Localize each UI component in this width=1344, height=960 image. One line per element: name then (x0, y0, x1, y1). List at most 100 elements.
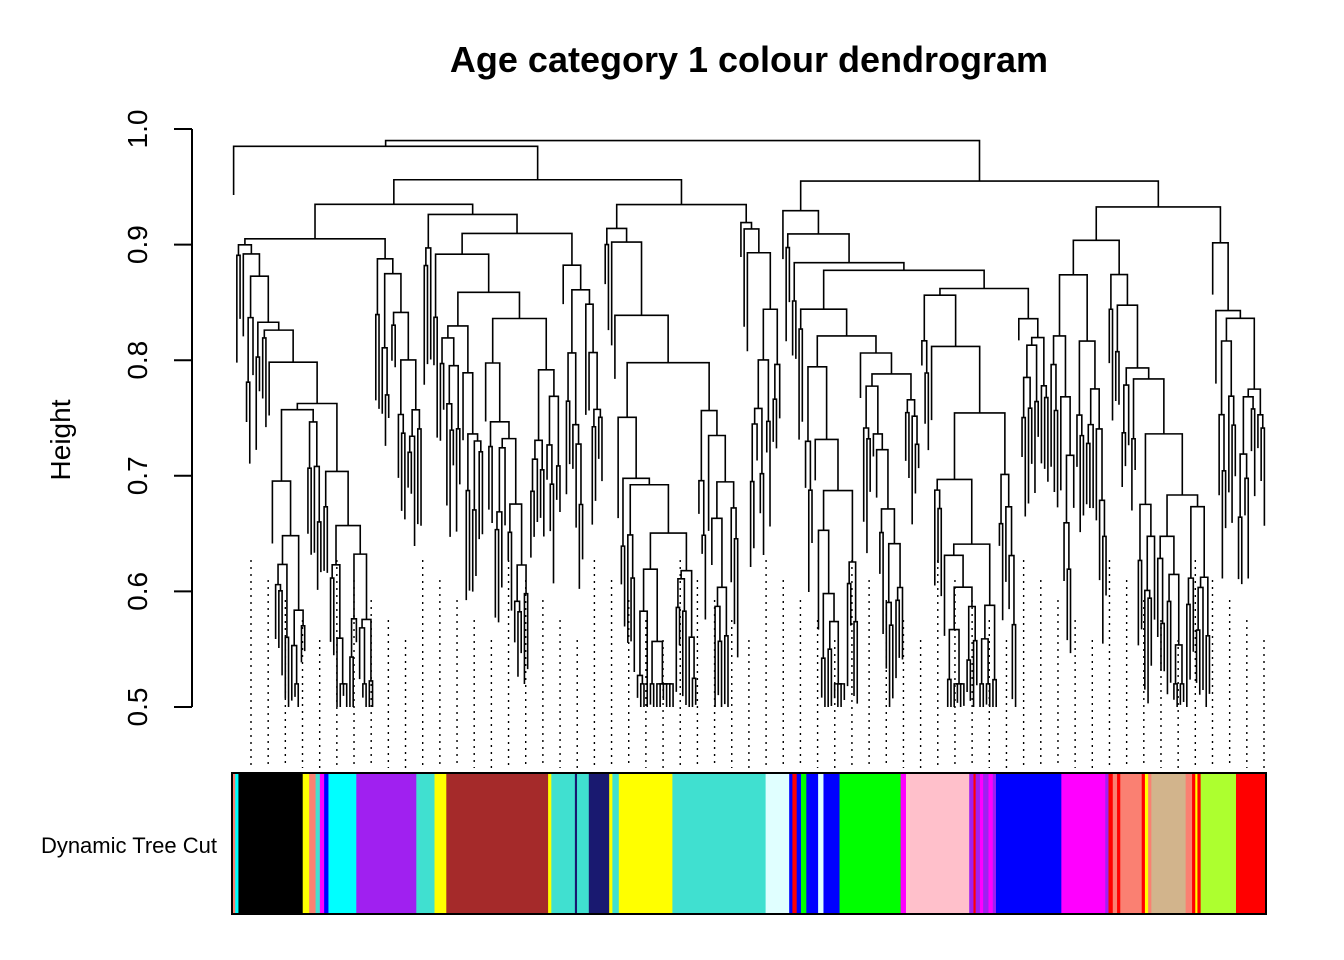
dendrogram-merge (866, 437, 871, 554)
dendrogram-merge (924, 372, 930, 451)
module-colour-segment (823, 773, 841, 914)
dendrogram-merge (1022, 376, 1031, 418)
dendrogram-merge (629, 483, 670, 535)
dendrogram-merge (1030, 336, 1045, 386)
dendrogram-merge (953, 412, 1006, 480)
dendrogram-merge (530, 490, 535, 558)
dendrogram-merge (765, 420, 771, 527)
dendrogram-merge (1187, 577, 1195, 652)
dendrogram-merge (308, 421, 318, 469)
dendrogram-merge (572, 423, 580, 469)
dendrogram-merge (307, 467, 312, 555)
dendrogram-merge (342, 683, 348, 707)
dendrogram-merge (839, 683, 846, 700)
dendrogram-merge (1063, 522, 1070, 581)
dendrogram-merge (716, 481, 735, 519)
dendrogram-merge (1114, 350, 1120, 405)
dendrogram-merge (749, 480, 755, 568)
dendrogram-merge (236, 254, 241, 363)
module-colour-segment (1117, 773, 1121, 914)
dendrogram-merge (639, 683, 645, 707)
dendrogram-merge (1034, 400, 1039, 494)
dendrogram-merge (1174, 644, 1183, 684)
dendrogram-merge (691, 677, 697, 707)
module-colour-segment (1108, 773, 1114, 914)
dendrogram-merge (593, 408, 602, 427)
dendrogram-merge (548, 395, 560, 466)
dendrogram-merge (353, 553, 368, 620)
dendrogram-merge (1173, 683, 1178, 707)
dendrogram-merge (717, 640, 723, 707)
dendrogram-merge (675, 606, 681, 692)
module-colour-segment (551, 773, 576, 914)
dendrogram-merge (539, 469, 545, 537)
dendrogram-merge (300, 625, 306, 663)
dendrogram-merge (639, 610, 649, 707)
module-colour-segment (979, 773, 984, 914)
dendrogram-merge (604, 243, 610, 331)
dendrogram-merge (473, 440, 482, 510)
dendrogram-merge (247, 316, 254, 383)
module-colour-segment (839, 773, 902, 914)
dendrogram-merge (1166, 494, 1199, 537)
module-colour-segment (969, 773, 975, 914)
dendrogram-merge (1000, 473, 1010, 524)
y-tick-label: 0.9 (122, 225, 153, 264)
dendrogram-merge (462, 372, 474, 441)
dendrogram-merge (1076, 414, 1083, 467)
dendrogram-merge (1043, 396, 1049, 482)
dendrogram-merge (700, 409, 718, 481)
dendrogram-merge (358, 627, 366, 684)
dendrogram-merge (245, 381, 251, 464)
dendrogram-merge (859, 352, 893, 398)
dendrogram-merge (324, 470, 349, 526)
dendrogram-merge (617, 416, 637, 519)
module-colour-segment (765, 773, 790, 914)
dendrogram-merge (914, 443, 920, 494)
dendrogram-merge (488, 445, 493, 523)
colour-bar-frame (231, 772, 1267, 915)
dendrogram-merge (896, 586, 904, 660)
dendrogram-merge (393, 178, 683, 205)
dendrogram-merge (743, 228, 760, 327)
dendrogram-merge (1053, 409, 1059, 508)
dendrogram-merge (1005, 505, 1013, 582)
dendrogram-merge (636, 674, 644, 698)
dendrogram-merge (534, 439, 543, 470)
dendrogram-merge (1085, 442, 1091, 509)
dendrogram-merge (786, 233, 850, 263)
dendrogram-merge (274, 583, 282, 640)
dendrogram-merge (1237, 516, 1243, 585)
module-colour-segment (232, 773, 236, 914)
module-colour-segment (328, 773, 357, 914)
dendrogram-merge (681, 610, 687, 705)
dendrogram-merge (798, 328, 804, 440)
dendrogram-merge (277, 563, 288, 638)
dendrogram-merge (1156, 557, 1164, 637)
dendrogram-merge (906, 399, 916, 417)
dendrogram-merge (680, 569, 693, 638)
dendrogram-merge (807, 365, 828, 442)
dendrogram-merge (237, 244, 253, 256)
module-colour-segment (1235, 773, 1267, 914)
dendrogram-merge (862, 427, 870, 522)
dendrogram-merge (630, 577, 636, 673)
dendrogram-merge (546, 444, 553, 485)
dendrogram-merge (1195, 629, 1201, 695)
dendrogram-merge (1159, 535, 1175, 575)
dendrogram-merge (921, 339, 928, 373)
dendrogram-merge (597, 416, 603, 482)
module-colour-segment (973, 773, 977, 914)
dendrogram-merge (494, 528, 500, 623)
dendrogram-merge (888, 624, 894, 707)
dendrogram-merge (848, 561, 857, 622)
dendrogram-merge (461, 232, 573, 266)
dendrogram-merge (290, 644, 298, 701)
dendrogram-merge (807, 489, 813, 592)
dendrogram-merge (349, 656, 354, 707)
dendrogram-merge (562, 264, 582, 305)
dendrogram-merge (455, 428, 461, 532)
dendrogram-merge (316, 521, 322, 590)
module-colour-segment (238, 773, 304, 914)
dendrogram-merge (817, 529, 830, 630)
